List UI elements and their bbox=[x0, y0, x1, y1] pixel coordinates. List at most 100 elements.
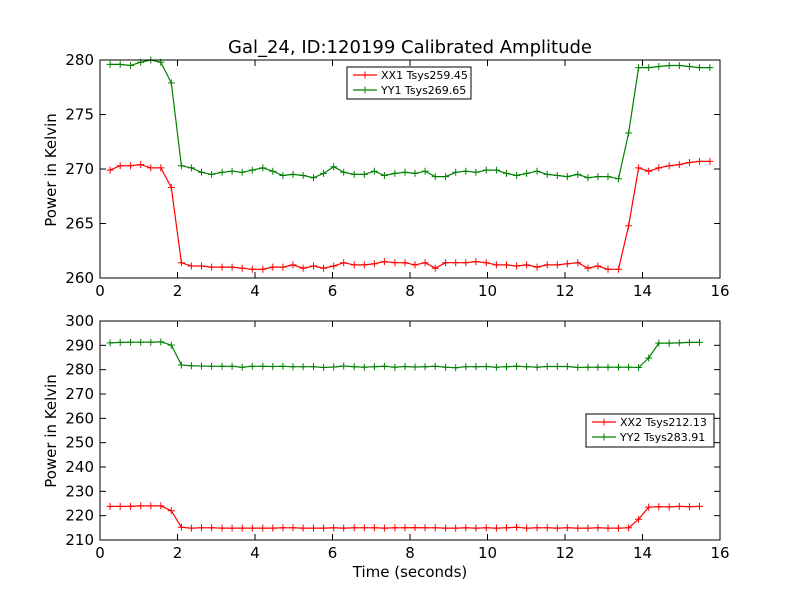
data-point bbox=[116, 162, 124, 170]
data-point bbox=[574, 364, 582, 371]
data-point bbox=[584, 174, 592, 182]
data-point bbox=[248, 166, 256, 174]
data-point bbox=[380, 258, 388, 266]
data-point bbox=[198, 524, 205, 532]
data-point bbox=[492, 166, 500, 174]
data-point bbox=[615, 363, 622, 371]
data-point bbox=[380, 172, 388, 179]
y-tick-label: 260 bbox=[65, 409, 94, 427]
data-point bbox=[218, 362, 226, 370]
data-point bbox=[208, 524, 216, 532]
data-point bbox=[350, 363, 358, 371]
data-point bbox=[563, 524, 571, 532]
x-tick-label: 12 bbox=[555, 544, 574, 562]
data-point bbox=[208, 263, 216, 271]
data-point bbox=[553, 172, 561, 179]
data-point bbox=[645, 167, 653, 175]
data-point bbox=[543, 170, 551, 178]
data-point bbox=[563, 173, 571, 181]
data-point bbox=[289, 261, 297, 269]
data-point bbox=[513, 523, 521, 531]
data-point bbox=[604, 265, 612, 273]
data-point bbox=[187, 524, 195, 532]
data-point bbox=[411, 524, 419, 532]
data-point bbox=[391, 363, 399, 371]
y-tick-label: 290 bbox=[65, 336, 94, 354]
data-point bbox=[238, 363, 246, 371]
data-point bbox=[472, 524, 480, 532]
data-point bbox=[167, 184, 175, 191]
data-point bbox=[259, 524, 267, 532]
data-point bbox=[492, 261, 500, 269]
data-point bbox=[635, 64, 643, 72]
data-point bbox=[553, 363, 561, 370]
data-point bbox=[645, 354, 653, 362]
data-point bbox=[452, 168, 460, 176]
data-point bbox=[685, 338, 693, 346]
data-point bbox=[228, 524, 236, 532]
data-point bbox=[594, 363, 602, 371]
data-point bbox=[655, 339, 663, 347]
x-tick-label: 0 bbox=[95, 282, 105, 300]
data-point bbox=[310, 174, 317, 182]
data-point bbox=[533, 524, 541, 532]
data-point bbox=[310, 524, 317, 532]
data-point bbox=[228, 167, 236, 175]
data-point bbox=[238, 264, 246, 272]
data-point bbox=[431, 264, 439, 272]
data-point bbox=[147, 338, 155, 346]
data-point bbox=[533, 263, 541, 271]
data-point bbox=[442, 259, 450, 267]
data-point bbox=[360, 363, 368, 371]
data-point bbox=[340, 362, 348, 370]
data-point bbox=[279, 172, 287, 179]
data-point bbox=[635, 515, 643, 523]
data-point bbox=[360, 170, 368, 178]
data-point bbox=[523, 169, 531, 177]
data-point bbox=[472, 258, 480, 266]
data-point bbox=[482, 166, 490, 174]
data-point bbox=[299, 264, 307, 272]
data-point bbox=[553, 524, 561, 532]
x-tick-label: 0 bbox=[95, 544, 105, 562]
data-point bbox=[584, 264, 592, 272]
data-point bbox=[696, 502, 703, 510]
data-point bbox=[391, 524, 399, 532]
data-point bbox=[380, 524, 388, 532]
data-point bbox=[411, 169, 419, 177]
data-point bbox=[187, 362, 195, 370]
data-point bbox=[543, 363, 551, 370]
data-point bbox=[177, 361, 185, 369]
data-point bbox=[452, 259, 460, 267]
data-point bbox=[238, 168, 246, 176]
data-point bbox=[127, 502, 135, 510]
data-point bbox=[594, 262, 602, 270]
data-point bbox=[665, 503, 673, 511]
data-point bbox=[604, 363, 612, 371]
x-tick-label: 2 bbox=[173, 544, 183, 562]
x-tick-label: 16 bbox=[710, 544, 729, 562]
data-point bbox=[706, 64, 714, 72]
data-point bbox=[106, 166, 114, 174]
data-point bbox=[625, 524, 633, 532]
data-point bbox=[370, 363, 378, 371]
data-point bbox=[269, 167, 277, 175]
data-point bbox=[421, 524, 429, 532]
data-point bbox=[665, 162, 673, 170]
data-point bbox=[533, 363, 541, 371]
bottom-panel: 0 2 4 6 8 10 12 14 16 210 220 230 240 250 260 270 280 290… bbox=[65, 312, 729, 562]
legend-marker bbox=[600, 433, 608, 441]
chart-title: Gal_24, ID:120199 Calibrated Amplitude bbox=[228, 37, 592, 58]
data-point bbox=[625, 222, 633, 230]
data-point bbox=[340, 259, 348, 267]
data-point bbox=[584, 363, 592, 371]
y-tick-label: 220 bbox=[65, 507, 94, 525]
y-tick-label: 230 bbox=[65, 482, 94, 500]
data-point bbox=[503, 169, 510, 177]
data-point bbox=[482, 259, 490, 267]
data-point bbox=[401, 363, 409, 370]
y-tick-label: 265 bbox=[65, 215, 94, 233]
data-point bbox=[177, 162, 185, 170]
data-point bbox=[635, 164, 643, 172]
data-point bbox=[431, 173, 439, 181]
